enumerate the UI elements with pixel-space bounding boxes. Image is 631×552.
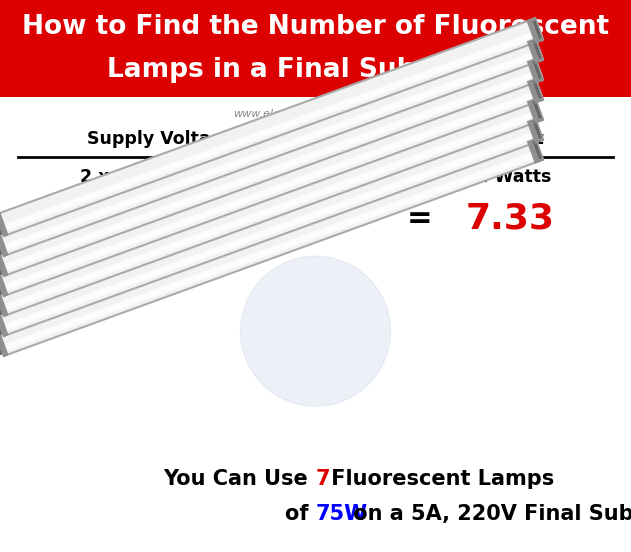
Text: How to Find the Number of Fluorescent: How to Find the Number of Fluorescent (22, 14, 609, 40)
Text: Lamps in a Final Sub-Circuit: Lamps in a Final Sub-Circuit (107, 56, 524, 83)
Text: =: = (92, 204, 118, 233)
Bar (0, 0, 631, 97)
Text: 7.33: 7.33 (466, 201, 555, 236)
Text: 220V x 5A: 220V x 5A (202, 190, 328, 211)
Text: www.electricaltechnology.org: www.electricaltechnology.org (233, 109, 398, 119)
Text: of: of (285, 504, 316, 524)
Circle shape (240, 256, 391, 406)
Text: 2 x Power Rating of Fluorescent Lamps in Watts: 2 x Power Rating of Fluorescent Lamps in… (80, 168, 551, 185)
Text: 75W: 75W (316, 504, 368, 524)
Text: 2 x 75W: 2 x 75W (215, 227, 316, 247)
Text: You Can Use: You Can Use (163, 469, 316, 489)
Text: =: = (407, 204, 433, 233)
Text: Fluorescent Lamps: Fluorescent Lamps (324, 469, 554, 489)
Text: 7: 7 (316, 469, 330, 489)
Text: Supply Voltage x Current Rating of Sub-Circuit: Supply Voltage x Current Rating of Sub-C… (87, 130, 544, 147)
Text: on a 5A, 220V Final Sub-Circuit: on a 5A, 220V Final Sub-Circuit (346, 504, 631, 524)
